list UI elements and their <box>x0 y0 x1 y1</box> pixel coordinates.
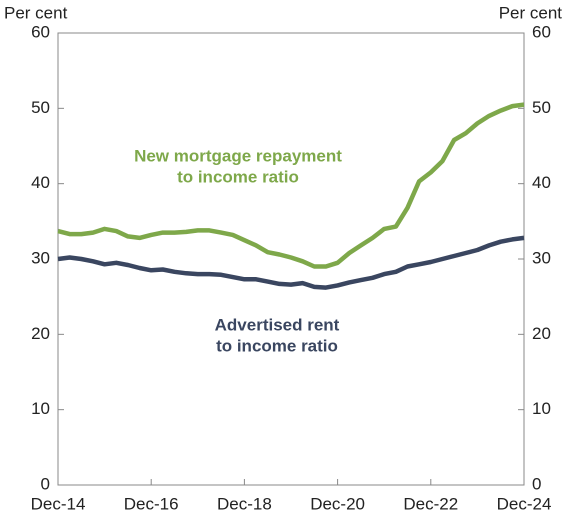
y-tick-label: 50 <box>31 98 50 117</box>
y2-tick-label: 30 <box>532 248 551 267</box>
y-tick-label: 20 <box>31 324 50 343</box>
y2-tick-label: 20 <box>532 324 551 343</box>
y-tick-label: 40 <box>31 173 50 192</box>
y2-tick-label: 10 <box>532 399 551 418</box>
x-tick-label: Dec-18 <box>217 494 272 513</box>
y2-tick-label: 40 <box>532 173 551 192</box>
x-tick-label: Dec-14 <box>31 494 86 513</box>
y2-tick-label: 50 <box>532 98 551 117</box>
y2-axis-label: Per cent <box>499 3 563 22</box>
series-line <box>57 102 525 269</box>
x-tick-label: Dec-16 <box>124 494 179 513</box>
x-tick-label: Dec-24 <box>497 494 552 513</box>
y2-tick-label: 0 <box>532 474 541 493</box>
x-tick-label: Dec-20 <box>310 494 365 513</box>
series-line <box>57 235 525 290</box>
annotation: to income ratio <box>177 167 299 186</box>
annotation: New mortgage repayment <box>134 146 342 165</box>
annotation: Advertised rent <box>215 315 340 334</box>
y-tick-label: 0 <box>41 474 50 493</box>
y-tick-label: 30 <box>31 248 50 267</box>
annotation: to income ratio <box>216 336 338 355</box>
y-tick-label: 10 <box>31 399 50 418</box>
x-tick-label: Dec-22 <box>403 494 458 513</box>
y-tick-label: 60 <box>31 22 50 41</box>
y-axis-label: Per cent <box>4 3 68 22</box>
y2-tick-label: 60 <box>532 22 551 41</box>
